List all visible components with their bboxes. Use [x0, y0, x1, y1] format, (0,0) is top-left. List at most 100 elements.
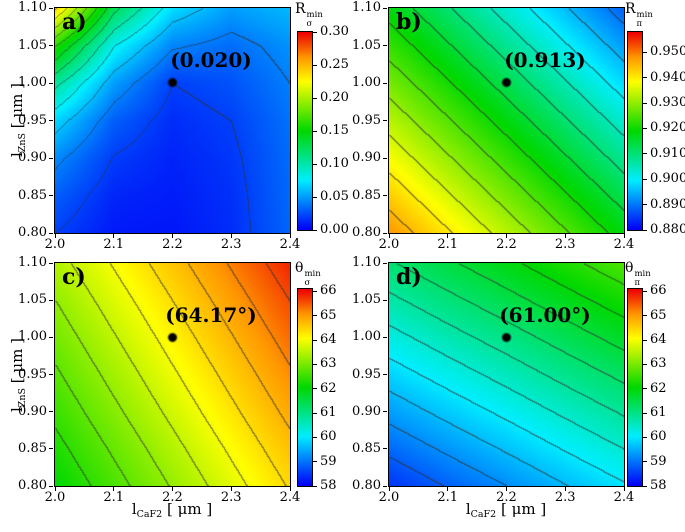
marker-dot-a — [168, 78, 177, 87]
colorbar-canvas-b — [628, 32, 642, 230]
y-axis-tick — [49, 232, 53, 234]
marker-dot-b — [502, 78, 511, 87]
y-tick-label: 0.90 — [352, 403, 381, 419]
y-axis-tick — [383, 374, 387, 375]
x-axis-tick — [54, 487, 56, 491]
x-tick-label: 2.3 — [220, 237, 242, 252]
colorbar-tick-label: 0.10 — [320, 156, 349, 171]
colorbar-tick-label: 60 — [650, 429, 667, 445]
x-axis-tick — [564, 234, 566, 238]
x-tick-label: 2.1 — [103, 237, 125, 252]
colorbar-tick — [313, 412, 317, 414]
x-tick-label: 2.3 — [554, 237, 576, 252]
x-axis-tick — [54, 234, 56, 238]
x-axis-tick — [172, 234, 173, 238]
colorbar-tick-label: 65 — [650, 307, 667, 323]
colorbar-tick-label: 60 — [320, 429, 337, 445]
x-tick-label: 2.1 — [103, 490, 125, 505]
y-axis-tick — [49, 7, 53, 9]
colorbar-tick — [643, 204, 647, 206]
colorbar-tick-label: 0.00 — [320, 222, 349, 237]
y-axis-tick — [49, 45, 53, 46]
colorbar-tick — [313, 229, 317, 231]
colorbar-tick — [313, 339, 317, 341]
y-tick-label: 0.80 — [18, 225, 47, 240]
y-axis-tick — [383, 485, 387, 487]
colorbar-b — [627, 31, 643, 231]
y-axis-tick — [383, 7, 387, 9]
colorbar-tick-label: 0.20 — [320, 90, 349, 105]
x-axis-tick — [388, 234, 390, 238]
plot-area-b: b) (0.913) — [388, 7, 625, 234]
colorbar-tick — [313, 130, 317, 132]
x-axis-title-c: lCaF2 [ μm ] — [131, 500, 213, 520]
heatmap-canvas-b — [389, 8, 624, 233]
colorbar-tick — [643, 77, 647, 79]
y-axis-tick — [383, 120, 387, 121]
colorbar-tick-label: 64 — [650, 332, 667, 348]
colorbar-tick-label: 0.890 — [650, 196, 685, 212]
plot-area-a: a) (0.020) — [54, 7, 291, 234]
annotation-b: (0.913) — [504, 48, 586, 72]
heatmap-canvas-c — [55, 263, 290, 486]
colorbar-canvas-a — [298, 32, 312, 230]
x-axis-tick — [289, 487, 291, 491]
y-axis-tick — [383, 336, 387, 338]
y-axis-tick — [49, 411, 53, 413]
y-tick-label: 0.90 — [18, 403, 47, 419]
x-axis-tick — [289, 234, 291, 238]
colorbar-tick-label: 63 — [650, 356, 667, 372]
colorbar-tick — [643, 436, 647, 438]
colorbar-tick — [313, 363, 317, 365]
colorbar-tick-label: 64 — [320, 332, 337, 348]
y-tick-label: 0.80 — [352, 478, 381, 493]
colorbar-tick-label: 0.25 — [320, 57, 349, 72]
y-tick-label: 1.00 — [352, 75, 381, 90]
y-tick-label: 1.05 — [18, 37, 47, 53]
colorbar-title-sup: min — [636, 10, 653, 20]
x-tick-label: 2.4 — [279, 237, 301, 252]
x-tick-label: 2.1 — [437, 490, 459, 505]
colorbar-title-c: θ min σ — [295, 261, 321, 288]
heatmap-canvas-a — [55, 8, 290, 233]
x-tick-label: 2.0 — [44, 490, 66, 505]
colorbar-tick — [313, 461, 317, 463]
colorbar-title-base: R — [295, 1, 306, 17]
annotation-a: (0.020) — [170, 48, 252, 72]
colorbar-tick — [643, 290, 647, 292]
colorbar-tick-label: 62 — [650, 380, 667, 396]
y-tick-label: 1.00 — [18, 75, 47, 90]
x-tick-label: 2.0 — [378, 237, 400, 252]
colorbar-title-sup: min — [304, 269, 321, 279]
y-tick-label: 0.95 — [18, 366, 47, 382]
colorbar-tick — [643, 315, 647, 317]
y-axis-tick — [49, 262, 53, 264]
y-tick-label: 0.80 — [18, 478, 47, 493]
x-tick-label: 2.2 — [162, 490, 183, 505]
colorbar-tick-label: 61 — [320, 405, 337, 421]
colorbar-tick — [313, 436, 317, 438]
colorbar-tick-label: 0.950 — [650, 44, 685, 60]
x-axis-tick — [172, 487, 173, 491]
y-axis-tick — [383, 411, 387, 413]
colorbar-tick-label: 0.940 — [650, 69, 685, 85]
panel-d: d) (61.00°) θ min π lCaF2 [ μm ] 2.0 2.1 2.2… — [342, 255, 685, 532]
colorbar-tick-label: 65 — [320, 307, 337, 323]
panel-label-b: b) — [396, 9, 422, 35]
colorbar-tick-label: 61 — [650, 405, 667, 421]
colorbar-tick — [643, 485, 647, 487]
colorbar-c — [297, 288, 313, 487]
x-axis-tick — [388, 487, 390, 491]
x-axis-tick — [113, 487, 115, 491]
marker-dot-c — [168, 333, 177, 342]
colorbar-title-sub: σ — [304, 277, 311, 288]
x-tick-label: 2.2 — [496, 237, 517, 252]
y-tick-label: 1.10 — [352, 0, 381, 15]
x-tick-label: 2.1 — [437, 237, 459, 252]
x-axis-tick — [230, 487, 232, 491]
colorbar-tick — [313, 196, 317, 198]
x-tick-label: 2.3 — [220, 490, 242, 505]
colorbar-tick — [313, 163, 317, 165]
colorbar-d — [627, 288, 643, 487]
